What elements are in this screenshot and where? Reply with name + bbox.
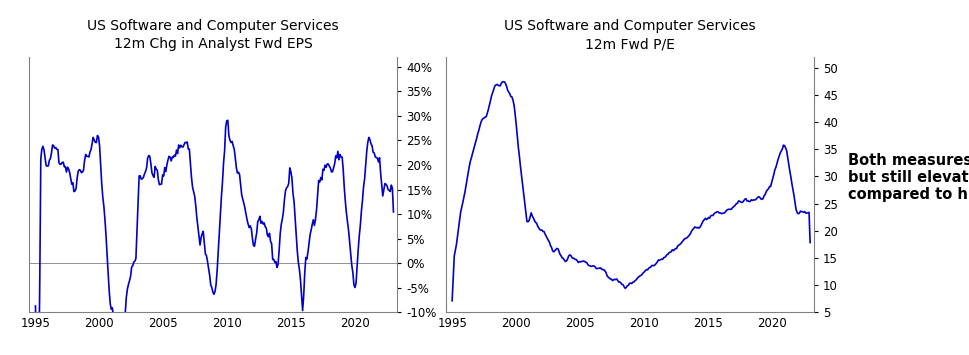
Text: Both measures down
but still elevated
compared to history: Both measures down but still elevated co… <box>848 153 969 202</box>
Title: US Software and Computer Services
12m Chg in Analyst Fwd EPS: US Software and Computer Services 12m Ch… <box>87 19 339 51</box>
Title: US Software and Computer Services
12m Fwd P/E: US Software and Computer Services 12m Fw… <box>504 19 756 51</box>
